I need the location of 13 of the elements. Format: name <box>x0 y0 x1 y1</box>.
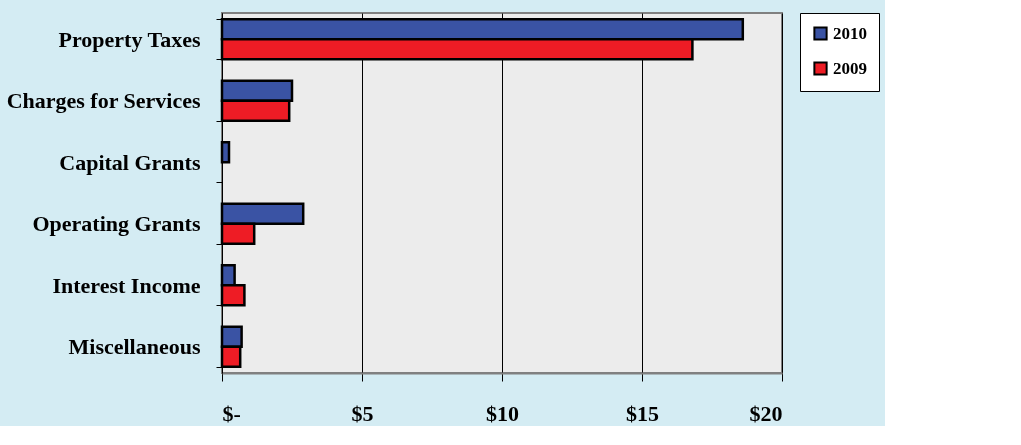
legend-label: 2009 <box>833 58 867 78</box>
y-tick-label: Interest Income <box>52 272 201 298</box>
y-tick-label: Capital Grants <box>59 149 201 175</box>
y-tick-label: Miscellaneous <box>68 334 201 360</box>
y-tick-label: Charges for Services <box>6 88 201 114</box>
x-tick-label: $- <box>222 400 241 426</box>
y-tick-label: Property Taxes <box>58 26 201 52</box>
x-tick-label: $15 <box>626 400 659 426</box>
x-tick-label: $10 <box>486 400 519 426</box>
y-tick-label: Operating Grants <box>32 211 201 237</box>
x-tick-label: $5 <box>351 400 374 426</box>
x-tick-label: $20 <box>749 400 783 426</box>
legend-label: 2010 <box>833 23 867 43</box>
